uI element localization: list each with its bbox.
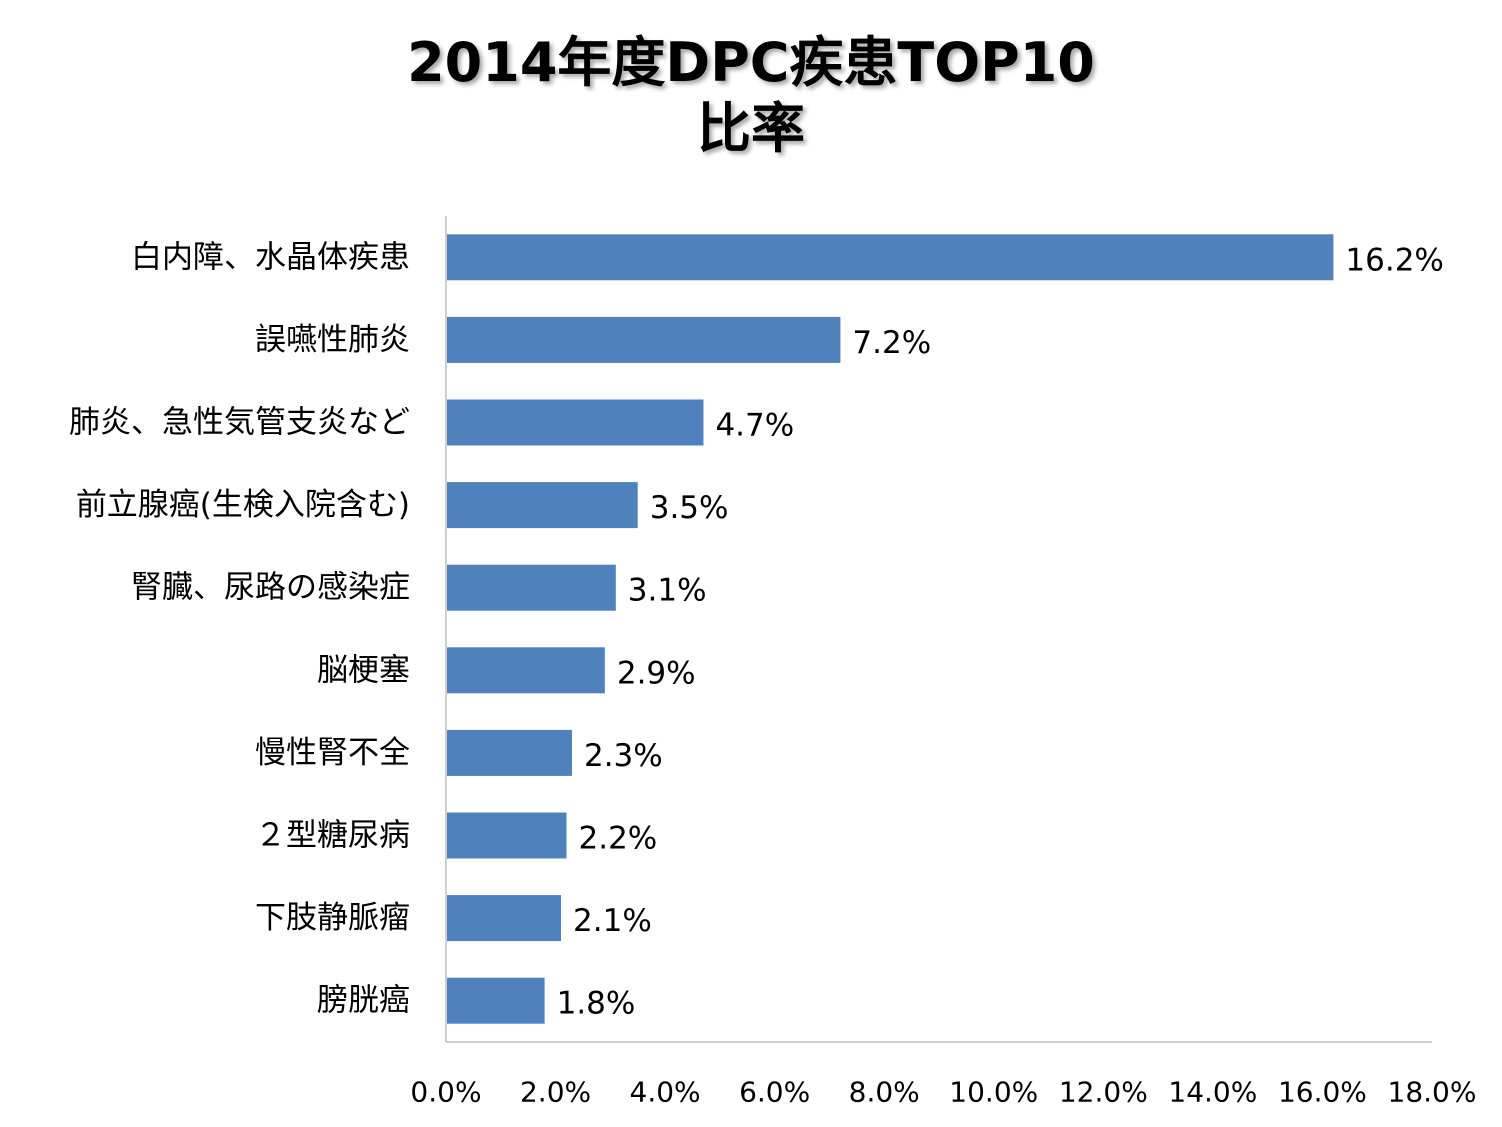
data-label-9: 2.1% — [573, 903, 652, 939]
x-tick-label-8: 14.0% — [1168, 1076, 1257, 1109]
category-label-7: 慢性腎不全 — [255, 735, 410, 771]
bar-10 — [447, 977, 545, 1024]
data-label-10: 1.8% — [557, 986, 636, 1022]
category-label-3: 肺炎、急性気管支炎など — [69, 405, 410, 441]
bar-5 — [447, 564, 616, 611]
category-label-8: ２型糖尿病 — [255, 818, 410, 854]
bar-1 — [447, 234, 1334, 281]
x-tick-label-1: 0.0% — [410, 1076, 481, 1109]
category-label-5: 腎臓、尿路の感染症 — [131, 570, 410, 606]
bars — [447, 234, 1334, 1024]
chart-title: 2014年度DPC疾患TOP10 比率 — [0, 30, 1502, 162]
x-tick-label-4: 6.0% — [739, 1076, 810, 1109]
category-label-9: 下肢静脈瘤 — [255, 900, 410, 936]
category-label-4: 前立腺癌(生検入院含む) — [76, 487, 410, 523]
chart-title-line-2: 比率 — [697, 97, 805, 160]
bar-6 — [447, 647, 605, 694]
category-label-10: 膀胱癌 — [317, 983, 410, 1019]
x-tick-label-5: 8.0% — [849, 1076, 920, 1109]
bar-9 — [447, 895, 562, 942]
bar-7 — [447, 729, 572, 776]
x-tick-label-9: 16.0% — [1278, 1076, 1367, 1109]
x-tick-label-2: 2.0% — [520, 1076, 591, 1109]
x-tick-label-10: 18.0% — [1388, 1076, 1477, 1109]
bar-2 — [447, 316, 841, 363]
x-tick-label-3: 4.0% — [630, 1076, 701, 1109]
data-label-1: 16.2% — [1345, 242, 1443, 278]
data-label-6: 2.9% — [617, 655, 696, 691]
x-tick-label-6: 10.0% — [949, 1076, 1038, 1109]
bar-8 — [447, 812, 567, 859]
data-label-2: 7.2% — [852, 325, 931, 361]
category-label-1: 白内障、水晶体疾患 — [131, 239, 410, 275]
category-label-6: 脳梗塞 — [317, 652, 410, 688]
axes — [445, 216, 1432, 1043]
x-tick-labels: 0.0% 2.0% 4.0% 6.0% 8.0% 10.0% 12.0% 14.0% 16.0%… — [410, 1076, 1476, 1109]
data-label-7: 2.3% — [584, 738, 663, 774]
chart-title-line-1: 2014年度DPC疾患TOP10 — [407, 31, 1095, 94]
x-tick-label-7: 12.0% — [1059, 1076, 1148, 1109]
category-label-2: 誤嚥性肺炎 — [255, 322, 410, 358]
bar-4 — [447, 482, 638, 529]
data-label-5: 3.1% — [628, 573, 707, 609]
data-label-4: 3.5% — [650, 490, 729, 526]
data-labels: 16.2% 7.2% 4.7% 3.5% 3.1% 2.9% 2.3% 2.2% 2.1% 1.8… — [557, 242, 1444, 1021]
data-label-8: 2.2% — [579, 821, 658, 857]
data-label-3: 4.7% — [715, 408, 794, 444]
bar-3 — [447, 399, 704, 446]
